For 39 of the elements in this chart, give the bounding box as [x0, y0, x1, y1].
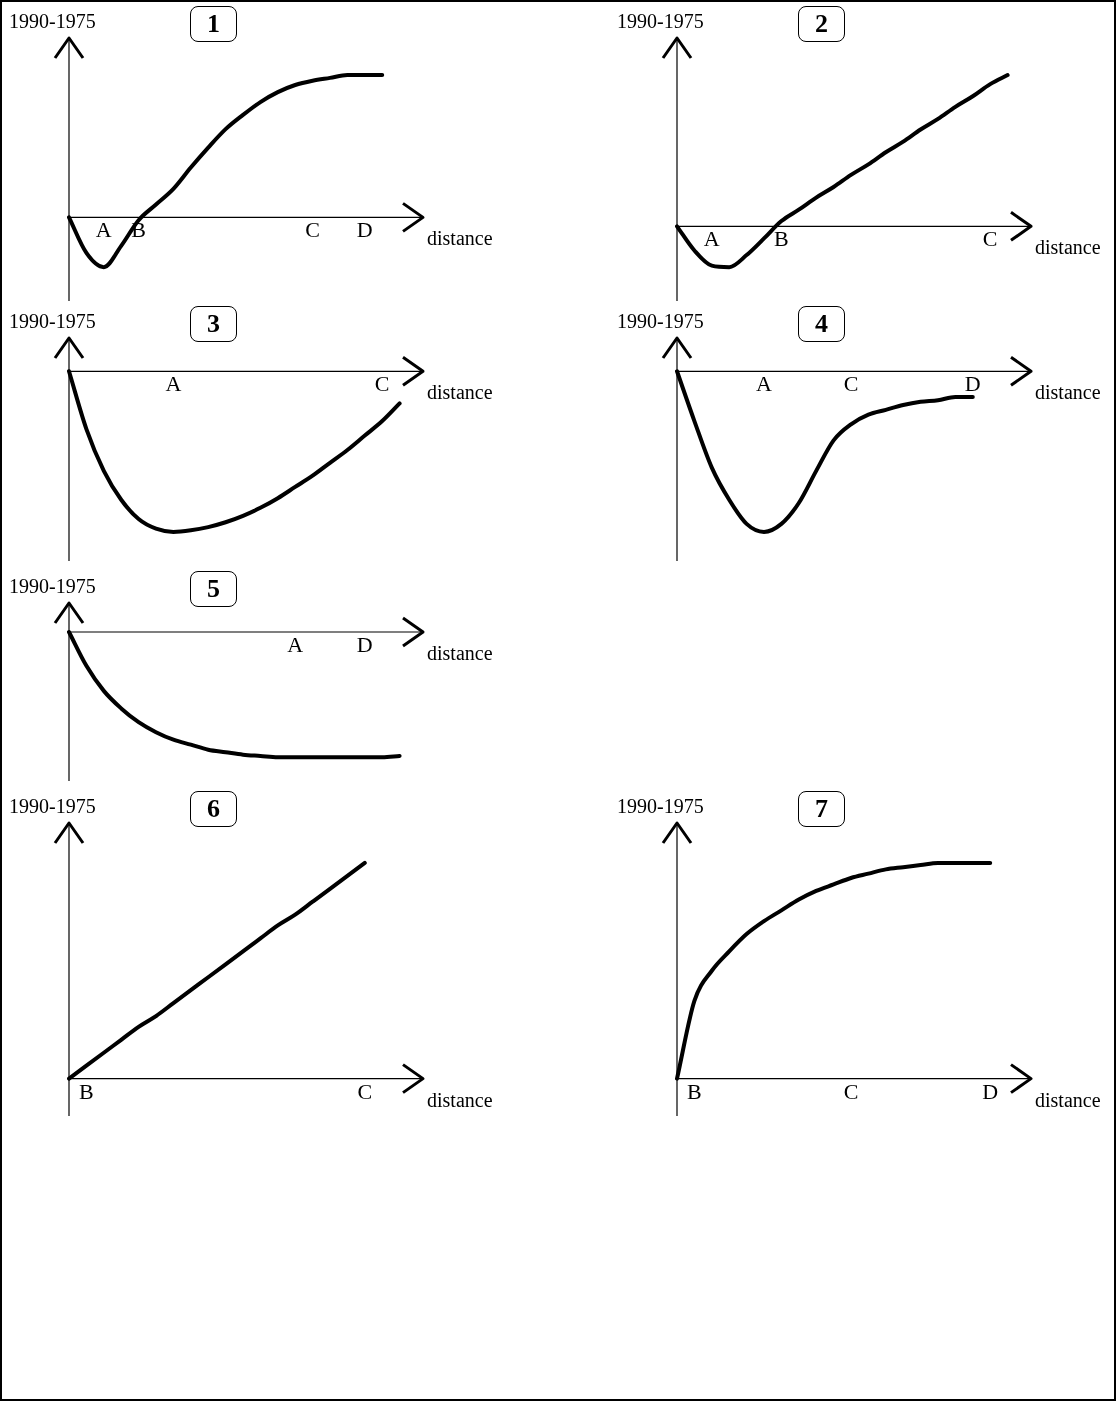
chart-title: 1 — [190, 6, 237, 42]
y-axis-title: 1990-1975 — [9, 795, 96, 817]
y-axis-title: 1990-1975 — [9, 575, 96, 597]
x-tick-label: A — [756, 371, 773, 397]
x-tick-label: C — [357, 1078, 373, 1104]
x-tick-label: C — [982, 226, 998, 252]
y-axis-title: 1990-1975 — [9, 10, 96, 32]
x-tick-label: C — [305, 217, 320, 243]
chart-title: 7 — [798, 791, 845, 827]
x-axis-title: distance — [1035, 236, 1101, 259]
x-tick-label: D — [982, 1078, 999, 1104]
y-axis-title: 1990-1975 — [617, 795, 704, 817]
y-axis-title: 1990-1975 — [9, 310, 96, 332]
x-axis-title: distance — [1035, 381, 1101, 404]
x-tick-label: C — [374, 371, 390, 397]
x-axis-title: distance — [1035, 1088, 1101, 1111]
chart-title: 3 — [190, 306, 237, 342]
x-tick-label: D — [964, 371, 981, 397]
x-tick-label: A — [703, 226, 720, 252]
x-tick-label: A — [287, 632, 304, 657]
chart-title: 4 — [798, 306, 845, 342]
x-tick-label: A — [165, 371, 182, 397]
x-axis-title: distance — [427, 381, 493, 404]
x-axis-title: distance — [427, 1088, 493, 1111]
x-tick-label: B — [774, 226, 789, 252]
x-tick-label: B — [79, 1078, 94, 1104]
x-tick-label: D — [356, 217, 373, 243]
y-axis-title: 1990-1975 — [617, 310, 704, 332]
chart-title: 5 — [190, 571, 237, 607]
x-tick-label: D — [356, 632, 373, 657]
chart-title: 2 — [798, 6, 845, 42]
x-tick-label: C — [843, 371, 859, 397]
x-axis-title: distance — [427, 227, 493, 250]
x-tick-label: B — [687, 1078, 702, 1104]
y-axis-title: 1990-1975 — [617, 10, 704, 32]
chart-title: 6 — [190, 791, 237, 827]
x-tick-label: A — [95, 217, 112, 243]
x-axis-title: distance — [427, 642, 493, 665]
x-tick-label: C — [843, 1078, 859, 1104]
